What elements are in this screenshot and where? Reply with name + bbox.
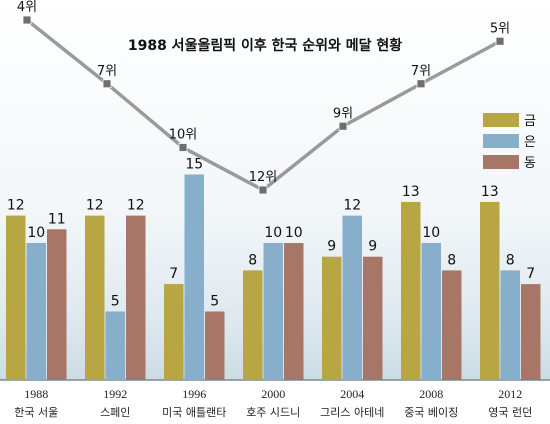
bar-value-label: 8 xyxy=(248,252,257,268)
rank-label: 7위 xyxy=(411,64,431,79)
bar-value-label: 10 xyxy=(264,225,282,241)
x-tick-year: 1988 xyxy=(24,387,48,401)
x-tick-city: 그리스 아테네 xyxy=(320,406,384,419)
legend-swatch-동 xyxy=(483,155,519,169)
bar-금-2000 xyxy=(243,270,263,380)
bar-은-2008 xyxy=(421,243,441,380)
legend: 금은동 xyxy=(483,113,536,171)
rank-marker xyxy=(416,79,426,89)
rank-marker xyxy=(258,185,268,195)
legend-swatch-은 xyxy=(483,134,519,148)
bar-동-2004 xyxy=(363,256,383,380)
bar-value-label: 10 xyxy=(27,225,45,241)
rank-marker xyxy=(338,121,348,131)
legend-label: 동 xyxy=(524,156,536,171)
bar-value-label: 9 xyxy=(368,239,377,255)
bar-value-label: 13 xyxy=(481,184,499,200)
bar-은-2004 xyxy=(342,215,362,380)
x-tick-city: 미국 애틀랜타 xyxy=(162,406,226,419)
bar-은-2012 xyxy=(500,270,520,380)
bar-동-2012 xyxy=(521,284,541,380)
bar-value-label: 5 xyxy=(210,294,219,310)
x-tick-year: 2012 xyxy=(498,387,522,401)
bar-value-label: 7 xyxy=(526,266,535,282)
bar-value-label: 7 xyxy=(169,266,178,282)
bar-value-label: 12 xyxy=(86,198,104,214)
bar-value-label: 12 xyxy=(7,198,25,214)
x-tick-city: 한국 서울 xyxy=(14,406,58,419)
bar-금-1996 xyxy=(164,284,184,380)
bar-금-2012 xyxy=(480,201,500,380)
legend-label: 은 xyxy=(524,135,536,150)
x-tick-city: 중국 베이징 xyxy=(404,406,458,419)
legend-swatch-금 xyxy=(483,113,519,127)
rank-label: 5위 xyxy=(490,21,510,36)
bar-금-2008 xyxy=(401,201,421,380)
x-tick-city: 영국 런던 xyxy=(488,406,532,419)
bar-금-2004 xyxy=(322,256,342,380)
bar-value-label: 10 xyxy=(285,225,303,241)
bar-value-label: 15 xyxy=(185,157,203,173)
bar-은-1996 xyxy=(184,174,204,380)
rank-label: 12위 xyxy=(249,170,278,185)
bar-금-1988 xyxy=(6,215,26,380)
rank-label: 7위 xyxy=(97,64,117,79)
rank-line-layer: 4위 7위 10위 12위 9위 7위 5위 xyxy=(17,0,510,195)
bar-은-1992 xyxy=(105,311,125,380)
bar-동-2008 xyxy=(442,270,462,380)
bar-동-1988 xyxy=(47,229,67,380)
bar-value-label: 8 xyxy=(506,252,515,268)
bar-value-label: 11 xyxy=(48,211,66,227)
bar-value-label: 12 xyxy=(343,198,361,214)
bar-value-label: 9 xyxy=(327,239,336,255)
axis-band xyxy=(0,380,550,424)
bar-value-label: 5 xyxy=(111,294,120,310)
x-tick-city: 스페인 xyxy=(100,406,130,419)
bar-동-1992 xyxy=(126,215,146,380)
bar-은-2000 xyxy=(263,243,283,380)
bar-금-1992 xyxy=(85,215,105,380)
rank-label: 4위 xyxy=(17,0,37,15)
bar-은-1988 xyxy=(26,243,46,380)
x-tick-year: 2008 xyxy=(419,387,443,401)
bar-동-2000 xyxy=(284,243,304,380)
rank-marker xyxy=(178,143,188,152)
rank-marker xyxy=(22,15,32,25)
rank-label: 9위 xyxy=(333,106,353,121)
bar-동-1996 xyxy=(205,311,225,380)
x-tick-year: 2004 xyxy=(340,387,364,401)
bar-value-label: 13 xyxy=(402,184,420,200)
x-tick-year: 1992 xyxy=(103,387,127,401)
x-tick-year: 1996 xyxy=(182,387,206,401)
rank-marker xyxy=(495,36,505,46)
bar-value-label: 10 xyxy=(422,225,440,241)
legend-label: 금 xyxy=(524,114,536,129)
bar-value-label: 8 xyxy=(447,252,456,268)
rank-label: 10위 xyxy=(169,128,198,143)
x-tick-city: 호주 시드니 xyxy=(246,406,300,419)
rank-marker xyxy=(102,79,112,89)
x-tick-year: 2000 xyxy=(261,387,285,401)
chart-title: 1988 서울올림픽 이후 한국 순위와 메달 현황 xyxy=(128,37,402,54)
x-axis-labels: 1988 한국 서울 1992 스페인 1996 미국 애틀랜타 2000 호주 시드니 200… xyxy=(14,387,532,419)
bar-value-label: 12 xyxy=(127,198,145,214)
